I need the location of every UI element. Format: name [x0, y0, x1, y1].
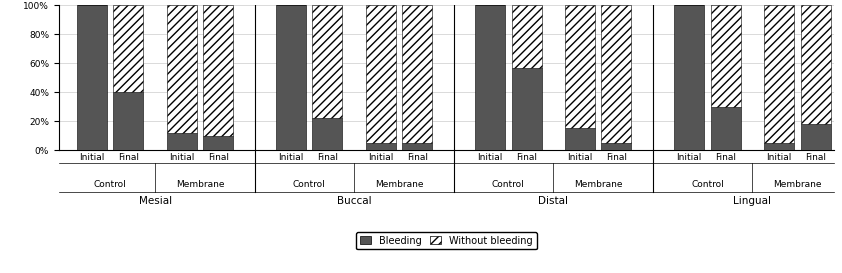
Text: Lingual: Lingual	[733, 196, 771, 206]
Text: Control: Control	[93, 180, 126, 189]
Bar	[366, 5, 396, 143]
Bar	[77, 5, 107, 150]
Bar	[114, 5, 143, 92]
Text: Mesial: Mesial	[139, 196, 172, 206]
Text: Control: Control	[492, 180, 525, 189]
Text: Control: Control	[293, 180, 326, 189]
Bar	[312, 118, 343, 150]
Bar	[114, 92, 143, 150]
Bar	[475, 5, 505, 150]
Bar	[711, 5, 741, 107]
Text: Membrane: Membrane	[574, 180, 622, 189]
Bar	[276, 5, 306, 150]
Bar	[512, 68, 541, 150]
Bar	[565, 5, 595, 129]
Bar	[402, 143, 432, 150]
Bar	[765, 5, 794, 143]
Bar	[601, 143, 632, 150]
Bar	[203, 136, 233, 150]
Bar	[402, 5, 432, 143]
Text: Membrane: Membrane	[375, 180, 424, 189]
Bar	[366, 143, 396, 150]
Text: Membrane: Membrane	[176, 180, 224, 189]
Bar	[711, 107, 741, 150]
Legend: Bleeding, Without bleeding: Bleeding, Without bleeding	[356, 232, 536, 250]
Text: Buccal: Buccal	[337, 196, 371, 206]
Bar	[674, 5, 704, 150]
Bar	[565, 129, 595, 150]
Bar	[167, 5, 197, 133]
Bar	[312, 5, 343, 118]
Bar	[167, 133, 197, 150]
Text: Membrane: Membrane	[773, 180, 822, 189]
Bar	[512, 5, 541, 68]
Bar	[203, 5, 233, 136]
Bar	[601, 5, 632, 143]
Text: Control: Control	[691, 180, 724, 189]
Bar	[801, 5, 830, 124]
Bar	[801, 124, 830, 150]
Bar	[765, 143, 794, 150]
Text: Distal: Distal	[538, 196, 568, 206]
